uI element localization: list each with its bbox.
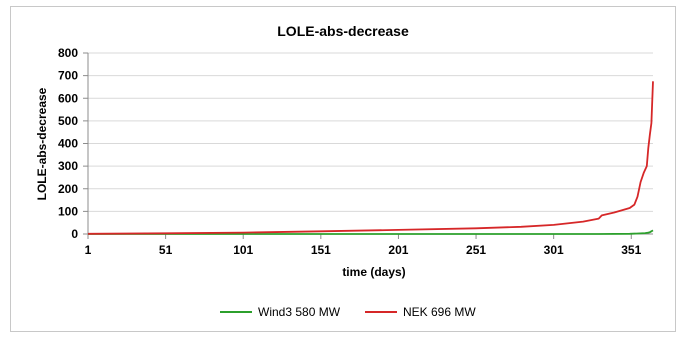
- x-axis: 1 51 101 151 201 251 301 351: [85, 233, 653, 257]
- x-tick-label: 251: [466, 243, 486, 257]
- y-tick-label: 700: [58, 69, 78, 83]
- x-axis-label: time (days): [342, 265, 405, 279]
- legend-label: NEK 696 MW: [403, 305, 476, 319]
- legend: Wind3 580 MW NEK 696 MW: [220, 305, 476, 319]
- y-tick-label: 400: [58, 137, 78, 151]
- series-line-0: [88, 229, 654, 235]
- x-tick-label: 351: [621, 243, 641, 257]
- x-tick-label: 201: [388, 243, 408, 257]
- x-tick-label: 301: [544, 243, 564, 257]
- x-tick-label: 51: [159, 243, 173, 257]
- y-axis: 0 100 200 300 400 500 600 700 800: [58, 46, 89, 241]
- y-tick-label: 0: [71, 227, 78, 241]
- x-tick-label: 1: [85, 243, 92, 257]
- chart-title: LOLE-abs-decrease: [277, 23, 409, 39]
- y-tick-label: 600: [58, 91, 78, 105]
- y-tick-label: 300: [58, 159, 78, 173]
- y-tick-label: 500: [58, 114, 78, 128]
- gridlines: [88, 52, 653, 235]
- x-tick-label: 101: [233, 243, 253, 257]
- series-line-1: [87, 81, 654, 235]
- y-tick-label: 200: [58, 182, 78, 196]
- series-lines: [87, 81, 654, 235]
- y-axis-label: LOLE-abs-decrease: [35, 87, 49, 200]
- chart-frame: [10, 6, 676, 332]
- legend-label: Wind3 580 MW: [258, 305, 341, 319]
- x-tick-label: 151: [311, 243, 331, 257]
- y-tick-label: 800: [58, 46, 78, 60]
- y-tick-label: 100: [58, 204, 78, 218]
